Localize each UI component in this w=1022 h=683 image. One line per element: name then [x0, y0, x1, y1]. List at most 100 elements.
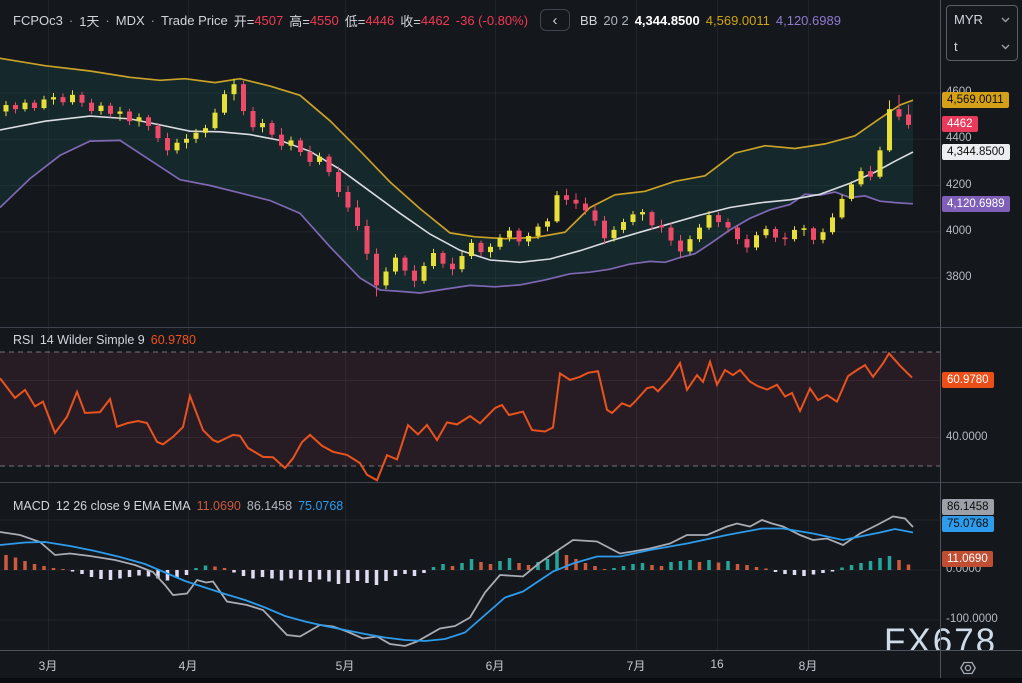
candle: [773, 228, 778, 238]
candle: [564, 195, 569, 200]
candle: [621, 222, 626, 230]
price-label: 4462: [942, 116, 978, 132]
hist-bar: [213, 566, 217, 570]
candle: [393, 257, 398, 272]
macd-pane-legend[interactable]: MACD 12 26 close 9 EMA EMA 11.0690 86.14…: [13, 499, 349, 513]
candle: [32, 102, 37, 109]
price-tick: 4400: [946, 132, 972, 145]
hist-bar: [175, 570, 179, 578]
candle: [165, 138, 170, 151]
collapse-legend-button[interactable]: ‹: [540, 9, 571, 31]
candle: [298, 140, 303, 152]
candle: [51, 97, 56, 100]
bb-indicator-name[interactable]: BB: [580, 12, 598, 28]
candle: [649, 212, 655, 226]
candle: [345, 191, 351, 208]
currency-select[interactable]: MYR: [947, 6, 1017, 33]
bb-lower-value: 4,120.6989: [775, 12, 841, 28]
time-label: 6月: [485, 659, 505, 673]
macd-signal-value: 75.0768: [298, 499, 344, 513]
hist-bar: [764, 568, 768, 570]
axis-settings-gear-icon[interactable]: [959, 659, 977, 677]
time-label: 5月: [335, 659, 355, 673]
bb-basis-value: 4,344.8500: [634, 12, 700, 28]
time-label: 16: [710, 657, 724, 671]
symbol-name[interactable]: FCPOc3: [13, 12, 63, 28]
candle: [174, 142, 180, 151]
hist-bar: [640, 563, 645, 570]
open-label: 开=: [233, 13, 255, 29]
hist-bar: [251, 570, 255, 579]
main-chart-legend[interactable]: FCPOc3 · 1天 · MDX · Trade Price 开= 4507 …: [13, 9, 847, 31]
macd-tick: -100.0000: [946, 613, 998, 625]
hist-bar: [289, 570, 293, 579]
candle: [117, 111, 123, 114]
rsi-pane-legend[interactable]: RSI 14 Wilder Simple 9 60.9780: [13, 333, 202, 347]
candle: [725, 222, 731, 228]
candle: [754, 235, 759, 248]
hist-bar: [70, 570, 75, 572]
hist-bar: [659, 566, 664, 570]
currency-unit-selector: MYR t: [946, 5, 1018, 61]
candle: [887, 109, 892, 151]
hist-bar: [802, 570, 806, 576]
candle: [108, 105, 113, 114]
candle: [431, 253, 436, 266]
hist-bar: [726, 561, 730, 570]
hist-bar: [308, 570, 312, 582]
hist-bar: [13, 557, 18, 570]
hist-bar: [270, 570, 274, 579]
hist-bar: [536, 562, 540, 570]
hist-bar: [840, 567, 844, 570]
macd-indicator-name[interactable]: MACD: [13, 499, 50, 513]
candle: [127, 111, 132, 122]
candle: [288, 140, 294, 146]
candle: [193, 132, 199, 139]
time-label: 3月: [38, 659, 58, 673]
macd-value-label: 75.0768: [942, 516, 994, 532]
rsi-indicator-name[interactable]: RSI: [13, 333, 34, 347]
hist-bar: [118, 570, 122, 579]
candle: [41, 99, 47, 109]
low-value: 4446: [365, 12, 395, 28]
candle: [811, 228, 816, 240]
candle: [735, 227, 740, 240]
candle: [155, 125, 161, 139]
candle: [706, 215, 712, 228]
separator-dot: ·: [105, 12, 110, 28]
hist-bar: [612, 568, 616, 570]
hist-bar: [99, 570, 103, 579]
hist-bar: [830, 570, 835, 572]
hist-bar: [137, 570, 141, 576]
candle: [896, 109, 902, 117]
candle: [22, 102, 28, 110]
hist-bar: [165, 570, 170, 581]
hist-bar: [897, 560, 901, 570]
candle: [469, 242, 474, 257]
candle: [583, 203, 588, 211]
high-value: 4550: [309, 12, 339, 28]
hist-bar: [811, 570, 816, 575]
hist-bar: [355, 570, 360, 581]
interval-label[interactable]: 1天: [79, 13, 100, 29]
unit-select[interactable]: t: [947, 33, 1017, 60]
hist-bar: [707, 560, 711, 570]
bb-params: 20 2: [603, 12, 629, 28]
candle: [459, 256, 465, 270]
hist-bar: [669, 562, 673, 570]
macd-line: [0, 515, 914, 647]
candle: [592, 210, 598, 221]
candle: [678, 240, 683, 252]
hist-bar: [745, 565, 749, 570]
candle: [203, 128, 208, 133]
hist-bar: [469, 559, 474, 570]
hist-bar: [868, 561, 873, 570]
candle: [3, 105, 9, 112]
hist-bar: [821, 570, 825, 573]
close-value: 4462: [420, 12, 450, 28]
time-axis[interactable]: [0, 650, 1022, 679]
candle: [849, 184, 854, 199]
hist-bar: [32, 564, 37, 570]
candle: [222, 94, 227, 113]
